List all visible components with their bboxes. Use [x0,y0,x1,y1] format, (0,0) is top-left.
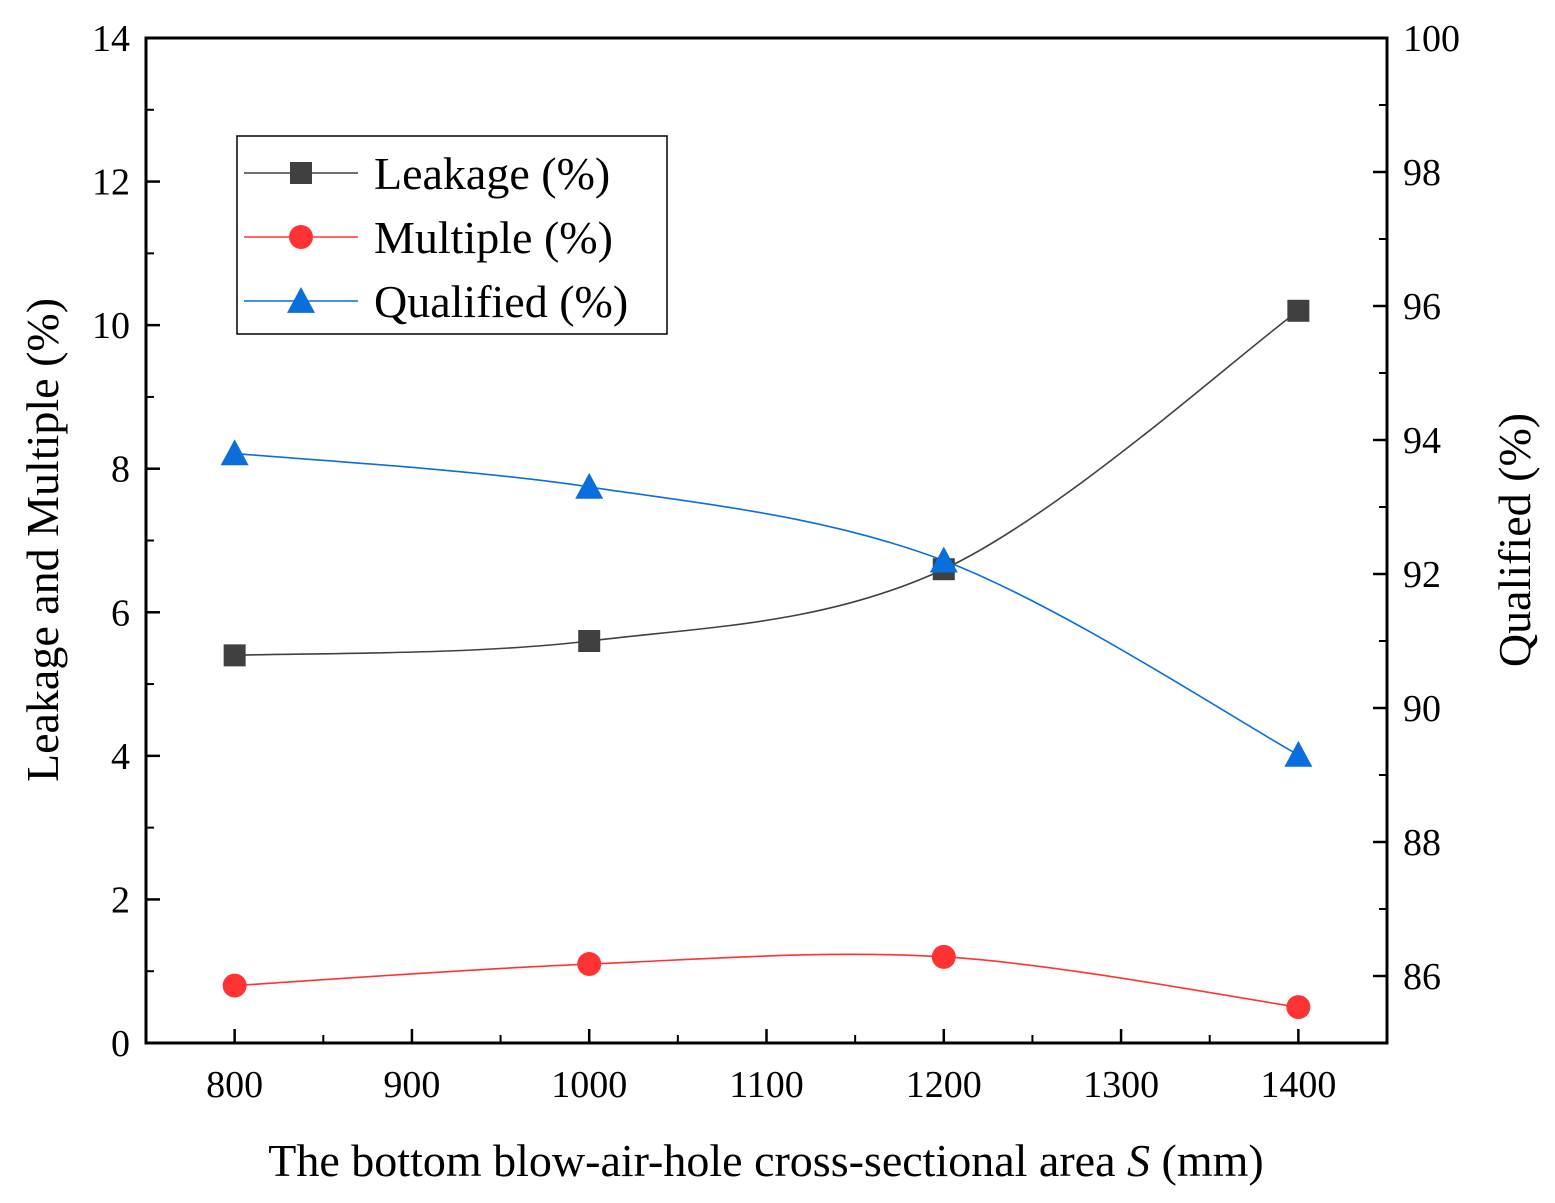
series-line [234,452,1299,756]
y-right-tick-label: 90 [1403,688,1441,730]
data-point [222,973,247,998]
legend-entry: Multiple (%) [244,212,613,263]
legend-label: Qualified (%) [374,276,628,327]
data-point [220,439,249,466]
y-left-tick-label: 4 [111,736,130,778]
y-right-tick-label: 92 [1403,554,1441,596]
series-triangle [220,439,1313,767]
data-point [578,630,601,652]
y-axis-right-title: Qualified (%) [1489,413,1540,667]
y-left-tick-label: 14 [92,18,130,60]
legend-marker [289,225,313,249]
y-left-tick-label: 10 [92,305,130,347]
y-left-tick-label: 6 [111,592,130,634]
x-tick-label: 1300 [1083,1064,1159,1106]
y-left-tick-label: 2 [111,879,130,921]
y-right-tick-label: 94 [1403,420,1441,462]
y-left-tick-label: 0 [111,1023,130,1065]
data-point [223,644,246,667]
y-right-tick-label: 88 [1403,822,1441,864]
data-point [1287,299,1310,322]
legend-marker [290,162,312,184]
x-tick-label: 1000 [551,1064,627,1106]
series-layer [220,299,1313,1020]
series-line [234,953,1299,1008]
x-axis: 800 900 1000 1100 1200 1300 1400 [206,1029,1336,1106]
series-square [223,299,1310,667]
x-tick-label: 1200 [906,1064,982,1106]
y-axis-left: 0 2 4 6 8 10 12 14 [92,18,160,1065]
legend: Leakage (%) Multiple (%) Qualified (%) [236,135,668,335]
x-tick-label: 1400 [1260,1064,1336,1106]
x-tick-label: 800 [206,1064,263,1106]
data-point [929,546,958,573]
x-axis-title: The bottom blow-air-hole cross-sectional… [268,1135,1263,1186]
series-circle [222,944,1311,1020]
x-tick-label: 1100 [729,1064,804,1106]
y-right-tick-label: 96 [1403,286,1441,328]
legend-label: Multiple (%) [374,212,613,263]
series-line [234,310,1299,657]
y-axis-left-title: Leakage and Multiple (%) [17,298,68,782]
y-right-tick-label: 100 [1403,18,1460,60]
x-tick-label: 900 [383,1064,440,1106]
data-point [931,944,956,969]
y-left-tick-label: 12 [92,162,130,204]
legend-entries: Leakage (%) Multiple (%) Qualified (%) [244,148,628,327]
y-axis-right: 86 88 90 92 94 96 98 100 [1373,18,1460,998]
data-point [577,952,602,977]
legend-label: Leakage (%) [374,148,610,199]
y-right-tick-label: 98 [1403,152,1441,194]
legend-marker [287,287,315,313]
data-point [575,472,604,499]
legend-entry: Leakage (%) [244,148,610,199]
y-right-tick-label: 86 [1403,956,1441,998]
data-point [1284,740,1313,767]
y-left-tick-label: 8 [111,449,130,491]
data-point [1286,995,1311,1020]
legend-entry: Qualified (%) [244,276,628,327]
